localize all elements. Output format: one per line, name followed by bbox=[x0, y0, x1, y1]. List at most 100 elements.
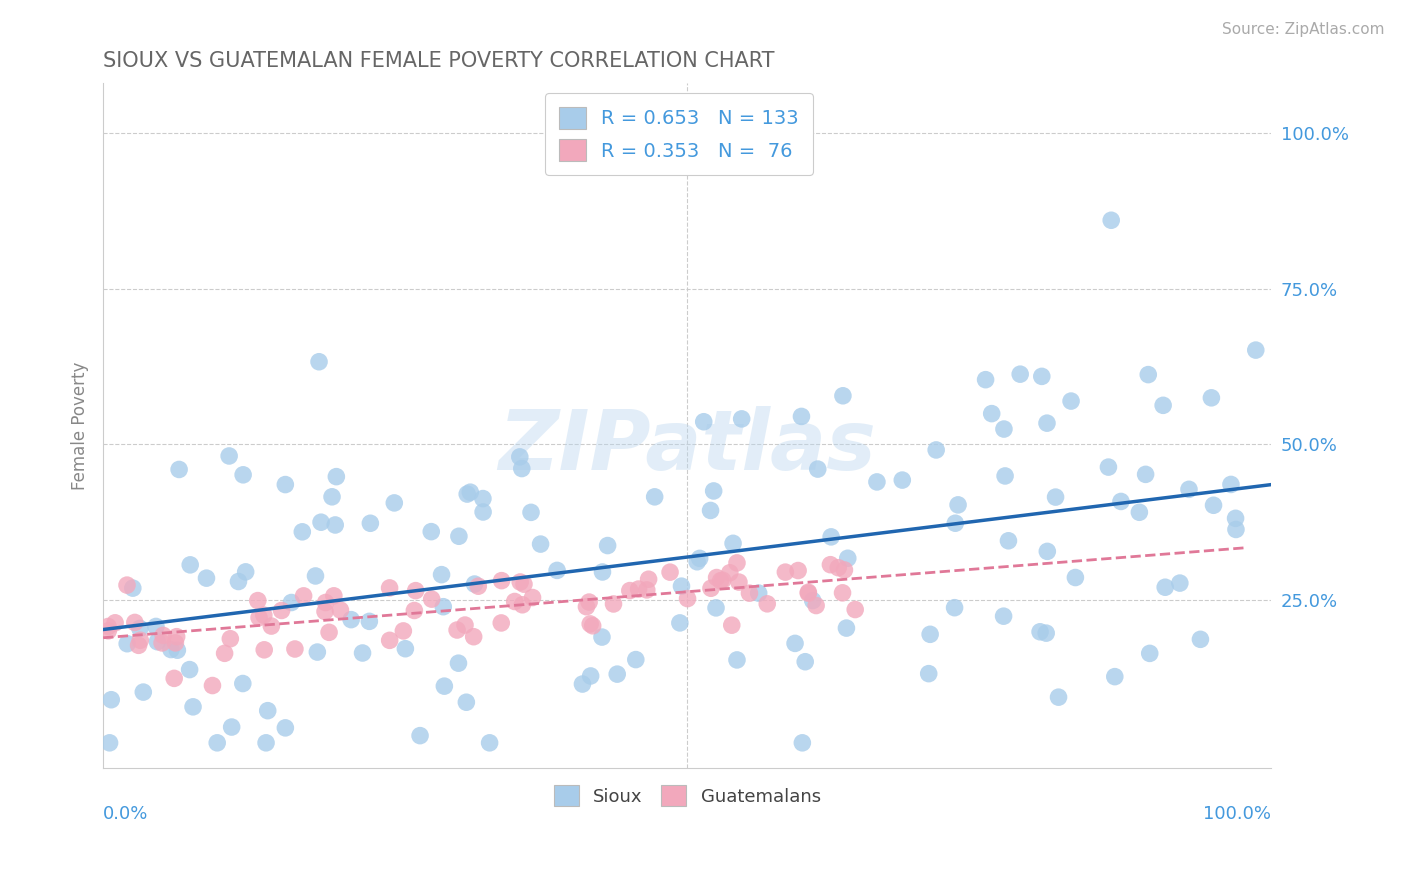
Point bbox=[307, 645, 329, 659]
Point bbox=[994, 469, 1017, 483]
Point bbox=[100, 692, 122, 706]
Point bbox=[115, 578, 138, 592]
Point bbox=[322, 589, 344, 603]
Point bbox=[201, 679, 224, 693]
Point bbox=[943, 516, 966, 531]
Point bbox=[1189, 632, 1212, 647]
Point bbox=[592, 565, 614, 579]
Point bbox=[359, 615, 381, 629]
Point bbox=[644, 490, 666, 504]
Point bbox=[706, 570, 728, 584]
Point bbox=[725, 556, 748, 570]
Point bbox=[1036, 416, 1059, 430]
Point bbox=[582, 619, 605, 633]
Point bbox=[1202, 498, 1225, 512]
Point bbox=[471, 491, 494, 506]
Point bbox=[1010, 367, 1032, 381]
Point bbox=[195, 571, 218, 585]
Point bbox=[280, 595, 302, 609]
Point bbox=[1035, 626, 1057, 640]
Point bbox=[1225, 523, 1247, 537]
Point bbox=[606, 667, 628, 681]
Point bbox=[205, 736, 228, 750]
Point bbox=[503, 594, 526, 608]
Point bbox=[1201, 391, 1223, 405]
Point bbox=[1128, 505, 1150, 519]
Point bbox=[165, 636, 187, 650]
Point bbox=[783, 636, 806, 650]
Point bbox=[748, 586, 770, 600]
Point bbox=[925, 442, 948, 457]
Point bbox=[579, 669, 602, 683]
Point bbox=[1109, 494, 1132, 508]
Point bbox=[129, 633, 152, 648]
Point bbox=[464, 577, 486, 591]
Point bbox=[246, 593, 269, 607]
Point bbox=[308, 355, 330, 369]
Point bbox=[270, 603, 292, 617]
Point bbox=[700, 582, 723, 596]
Point bbox=[254, 736, 277, 750]
Point bbox=[522, 591, 544, 605]
Point bbox=[132, 685, 155, 699]
Y-axis label: Female Poverty: Female Poverty bbox=[72, 361, 89, 490]
Point bbox=[627, 582, 650, 596]
Point bbox=[827, 560, 849, 574]
Point bbox=[703, 483, 725, 498]
Point bbox=[378, 633, 401, 648]
Point bbox=[447, 529, 470, 543]
Point bbox=[832, 389, 855, 403]
Point bbox=[463, 630, 485, 644]
Point bbox=[454, 618, 477, 632]
Point bbox=[124, 615, 146, 630]
Point bbox=[520, 505, 543, 519]
Point bbox=[602, 597, 624, 611]
Point bbox=[292, 589, 315, 603]
Point bbox=[430, 567, 453, 582]
Point bbox=[1137, 368, 1160, 382]
Point bbox=[179, 558, 201, 572]
Point bbox=[274, 721, 297, 735]
Point bbox=[458, 485, 481, 500]
Point bbox=[807, 462, 830, 476]
Point bbox=[792, 736, 814, 750]
Point bbox=[512, 598, 534, 612]
Point bbox=[382, 496, 405, 510]
Point bbox=[97, 624, 120, 638]
Point bbox=[432, 599, 454, 614]
Point bbox=[686, 555, 709, 569]
Point bbox=[146, 634, 169, 648]
Point bbox=[704, 600, 727, 615]
Point bbox=[546, 563, 568, 577]
Point bbox=[619, 583, 641, 598]
Point bbox=[711, 574, 734, 588]
Point bbox=[166, 643, 188, 657]
Point bbox=[993, 609, 1015, 624]
Point bbox=[404, 603, 426, 617]
Text: 0.0%: 0.0% bbox=[103, 805, 149, 823]
Point bbox=[1060, 394, 1083, 409]
Point bbox=[97, 619, 120, 633]
Point bbox=[918, 666, 941, 681]
Point bbox=[794, 655, 817, 669]
Point bbox=[163, 671, 186, 685]
Point bbox=[291, 524, 314, 539]
Point bbox=[866, 475, 889, 489]
Text: SIOUX VS GUATEMALAN FEMALE POVERTY CORRELATION CHART: SIOUX VS GUATEMALAN FEMALE POVERTY CORRE… bbox=[103, 51, 775, 70]
Point bbox=[844, 602, 866, 616]
Point bbox=[253, 642, 276, 657]
Point bbox=[352, 646, 374, 660]
Point bbox=[624, 652, 647, 666]
Point bbox=[128, 622, 150, 636]
Point bbox=[891, 473, 914, 487]
Point bbox=[820, 558, 842, 572]
Point bbox=[775, 565, 797, 579]
Point bbox=[446, 623, 468, 637]
Point bbox=[974, 373, 997, 387]
Point bbox=[260, 619, 283, 633]
Point bbox=[731, 412, 754, 426]
Point bbox=[671, 579, 693, 593]
Point bbox=[167, 462, 190, 476]
Point bbox=[693, 415, 716, 429]
Point bbox=[150, 636, 173, 650]
